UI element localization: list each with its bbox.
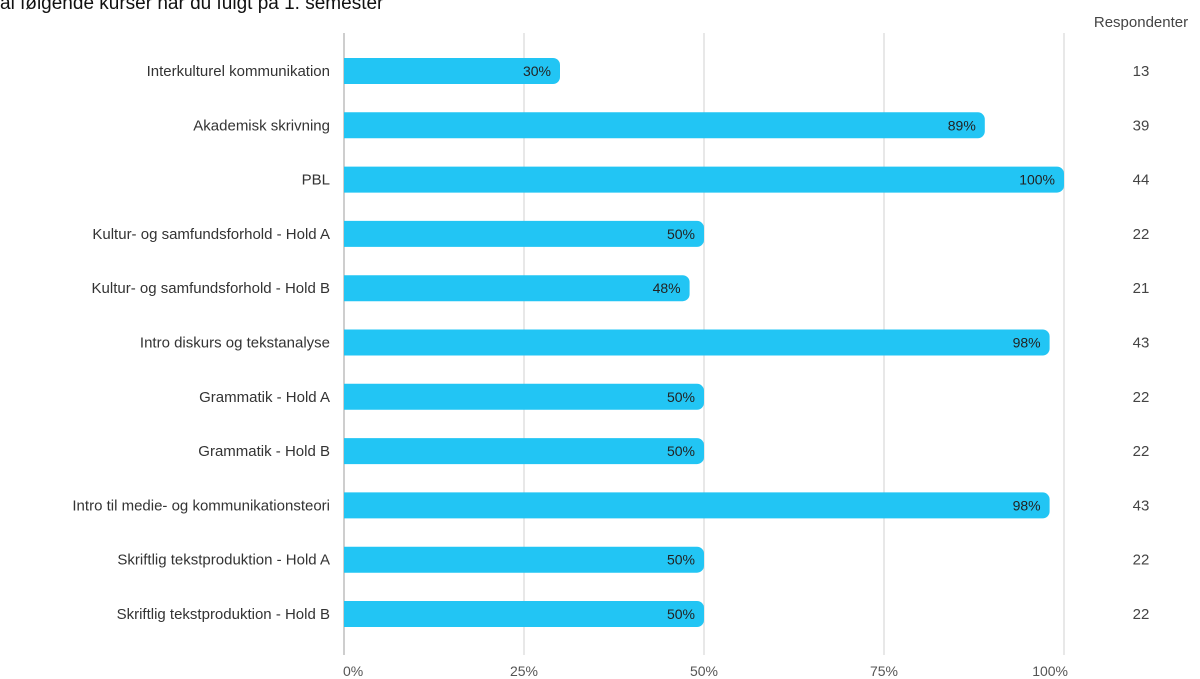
- respondent-count: 22: [1133, 606, 1150, 623]
- bar-value-label: 48%: [653, 280, 681, 296]
- category-label: Intro til medie- og kommunikationsteori: [72, 497, 330, 514]
- bar-value-label: 50%: [667, 226, 695, 242]
- bar: [344, 438, 704, 465]
- respondent-count: 22: [1133, 389, 1150, 406]
- respondent-count: 21: [1133, 280, 1150, 297]
- bar: [344, 166, 1064, 193]
- respondent-count: 22: [1133, 226, 1150, 243]
- bar-value-label: 50%: [667, 389, 695, 405]
- category-label: Skriftlig tekstproduktion - Hold A: [117, 552, 330, 569]
- category-label: Kultur- og samfundsforhold - Hold B: [92, 280, 330, 297]
- bar: [344, 383, 704, 410]
- bar: [344, 58, 560, 84]
- bar-value-label: 30%: [523, 63, 551, 79]
- bar-value-label: 50%: [667, 443, 695, 459]
- respondent-count: 43: [1133, 335, 1150, 352]
- respondent-count: 44: [1133, 172, 1150, 189]
- bar: [344, 329, 1050, 356]
- category-label: Grammatik - Hold A: [199, 389, 330, 406]
- respondent-count: 22: [1133, 552, 1150, 569]
- bar-value-label: 50%: [667, 606, 695, 622]
- bar: [344, 546, 704, 573]
- category-label: Skriftlig tekstproduktion - Hold B: [117, 606, 330, 623]
- bar-value-label: 100%: [1019, 172, 1055, 188]
- bar: [344, 275, 690, 302]
- bar-value-label: 98%: [1013, 335, 1041, 351]
- bar-value-label: 50%: [667, 552, 695, 568]
- bars: [344, 58, 1064, 627]
- x-tick-label: 50%: [690, 663, 718, 679]
- bar: [344, 220, 704, 247]
- category-label: Interkulturel kommunikation: [147, 63, 330, 80]
- bar-value-label: 89%: [948, 117, 976, 133]
- respondent-count: 22: [1133, 443, 1150, 460]
- respondent-count: 39: [1133, 117, 1150, 134]
- category-label: Intro diskurs og tekstanalyse: [140, 335, 330, 352]
- x-tick-label: 25%: [510, 663, 538, 679]
- bar-value-label: 98%: [1013, 497, 1041, 513]
- respondent-count: 13: [1133, 63, 1150, 80]
- category-label: Kultur- og samfundsforhold - Hold A: [92, 226, 330, 243]
- bar: [344, 601, 704, 627]
- bar: [344, 492, 1050, 519]
- respondents-header: Respondenter: [1094, 14, 1188, 31]
- chart-title: al følgende kurser har du fulgt på 1. se…: [0, 0, 384, 14]
- bar: [344, 112, 985, 139]
- x-tick-label: 0%: [343, 663, 363, 679]
- x-tick-label: 100%: [1032, 663, 1068, 679]
- x-tick-label: 75%: [870, 663, 898, 679]
- labels: 0% 25% 50% 75% 100% 30% Interkulturel kommunik…: [72, 63, 1149, 679]
- category-label: Akademisk skrivning: [193, 117, 330, 134]
- category-label: PBL: [302, 172, 330, 189]
- category-label: Grammatik - Hold B: [198, 443, 330, 460]
- respondent-count: 43: [1133, 497, 1150, 514]
